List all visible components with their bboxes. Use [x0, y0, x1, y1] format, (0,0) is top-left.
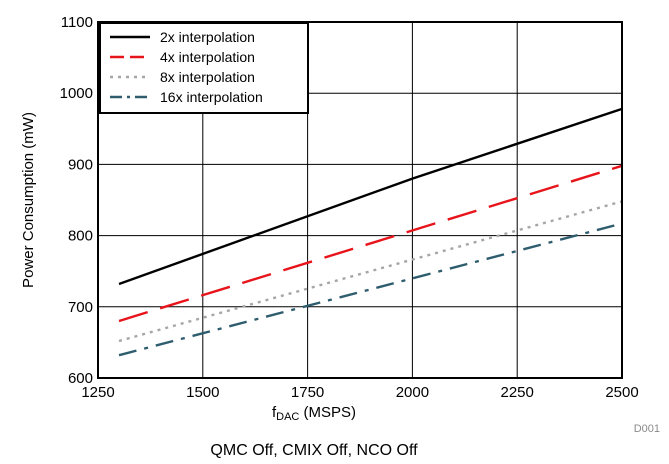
legend-label: 2x interpolation: [160, 29, 255, 45]
x-tick-label: 1500: [186, 384, 219, 401]
x-tick-label: 2250: [501, 384, 534, 401]
x-tick-label: 1250: [81, 384, 114, 401]
y-tick-label: 1000: [60, 85, 93, 102]
x-axis-title: fDAC (MSPS): [272, 404, 356, 423]
x-tick-label: 2000: [396, 384, 429, 401]
series-lines: [118, 107, 623, 357]
plot-frame: [97, 21, 623, 379]
legend: 2x interpolation 4x interpolation 8x inter…: [99, 22, 309, 114]
chart-caption: QMC Off, CMIX Off, NCO Off: [210, 442, 418, 459]
y-axis-title: Power Consumption (mW): [20, 112, 37, 288]
series-line-1: [118, 107, 623, 286]
y-tick-label: 1100: [61, 14, 93, 31]
figure-id: D001: [634, 423, 660, 435]
y-tick-label: 900: [68, 156, 93, 173]
series-line-4: [118, 222, 623, 357]
legend-label: 4x interpolation: [160, 49, 255, 65]
legend-label: 8x interpolation: [160, 69, 255, 85]
y-tick-label: 800: [68, 228, 93, 245]
y-tick-label: 700: [68, 299, 93, 316]
y-tick-labels: 600 700 800 900 1000 1100: [60, 14, 93, 387]
y-tick-label: 600: [68, 370, 93, 387]
legend-label: 16x interpolation: [160, 89, 263, 105]
x-tick-labels: 1250 1500 1750 2000 2250 2500: [81, 384, 638, 401]
x-tick-label: 2500: [605, 384, 638, 401]
series-line-2: [118, 164, 623, 323]
x-tick-label: 1750: [291, 384, 324, 401]
series-line-3: [118, 200, 623, 343]
